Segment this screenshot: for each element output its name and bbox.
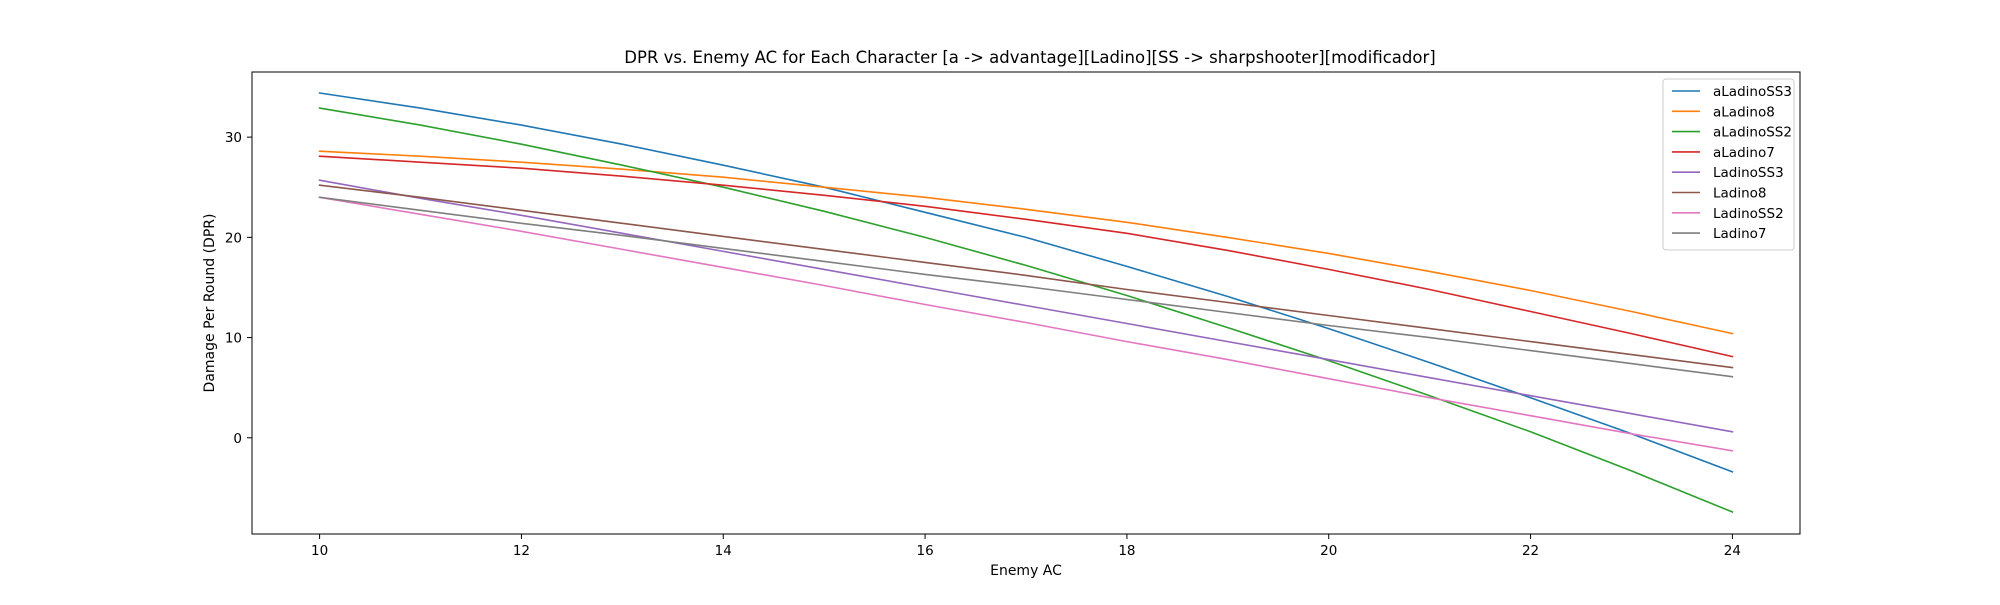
legend-label-Ladino7: Ladino7 (1713, 226, 1767, 242)
series-line-aLadino7 (318, 155, 1734, 358)
legend-label-aLadino7: aLadino7 (1713, 145, 1775, 161)
x-tick-label: 12 (513, 543, 530, 559)
x-tick-label: 14 (715, 543, 732, 559)
series-line-Ladino7 (318, 196, 1734, 378)
legend-label-LadinoSS2: LadinoSS2 (1713, 206, 1784, 222)
y-tick-label: 20 (225, 230, 242, 246)
x-tick-label: 16 (916, 543, 933, 559)
legend-label-LadinoSS3: LadinoSS3 (1713, 165, 1784, 181)
y-tick-label: 10 (225, 331, 242, 347)
y-tick-label: 0 (233, 431, 242, 447)
legend-label-Ladino8: Ladino8 (1713, 186, 1767, 202)
series-line-Ladino8 (318, 184, 1734, 369)
legend-label-aLadinoSS3: aLadinoSS3 (1713, 84, 1792, 100)
legend-label-aLadino8: aLadino8 (1713, 104, 1775, 120)
series-line-aLadinoSS2 (318, 107, 1734, 514)
x-axis-ticks: 10 12 14 16 18 20 22 24 (311, 534, 1741, 559)
y-axis-label: Damage Per Round (DPR) (202, 214, 218, 393)
chart-title: DPR vs. Enemy AC for Each Character [a -… (624, 48, 1435, 67)
series-line-aLadino8 (318, 150, 1734, 335)
x-axis-label: Enemy AC (990, 563, 1062, 579)
x-tick-label: 18 (1118, 543, 1135, 559)
plot-frame (251, 71, 1801, 535)
series-line-LadinoSS3 (318, 179, 1734, 433)
legend-items: aLadinoSS3 aLadino8 aLadinoSS2 aLadino7 Ladi… (1672, 84, 1792, 242)
y-axis-ticks: 0 10 20 30 (225, 130, 252, 447)
x-tick-label: 10 (311, 543, 328, 559)
x-tick-label: 24 (1724, 543, 1741, 559)
series-line-LadinoSS2 (318, 196, 1734, 452)
y-tick-label: 30 (225, 130, 242, 146)
legend: aLadinoSS3 aLadino8 aLadinoSS2 aLadino7 Ladi… (1662, 78, 1795, 251)
series-line-aLadinoSS3 (318, 92, 1734, 473)
legend-box (1662, 78, 1795, 251)
legend-label-aLadinoSS2: aLadinoSS2 (1713, 125, 1792, 141)
plot-lines (318, 92, 1734, 514)
x-tick-label: 22 (1522, 543, 1539, 559)
x-tick-label: 20 (1320, 543, 1337, 559)
